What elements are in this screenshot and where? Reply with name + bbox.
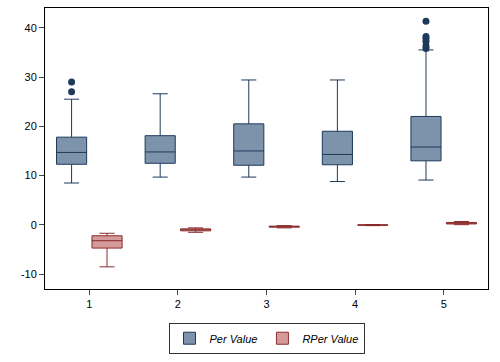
- svg-text:Per Value: Per Value: [210, 333, 258, 345]
- svg-text:4: 4: [352, 298, 358, 310]
- svg-text:0: 0: [31, 219, 37, 231]
- svg-text:20: 20: [25, 120, 37, 132]
- svg-text:-10: -10: [21, 268, 37, 280]
- svg-text:3: 3: [263, 298, 269, 310]
- svg-text:1: 1: [86, 298, 92, 310]
- svg-text:30: 30: [25, 71, 37, 83]
- svg-text:RPer Value: RPer Value: [302, 333, 358, 345]
- svg-text:5: 5: [441, 298, 447, 310]
- svg-text:40: 40: [25, 22, 37, 34]
- svg-text:2: 2: [175, 298, 181, 310]
- svg-text:10: 10: [25, 169, 37, 181]
